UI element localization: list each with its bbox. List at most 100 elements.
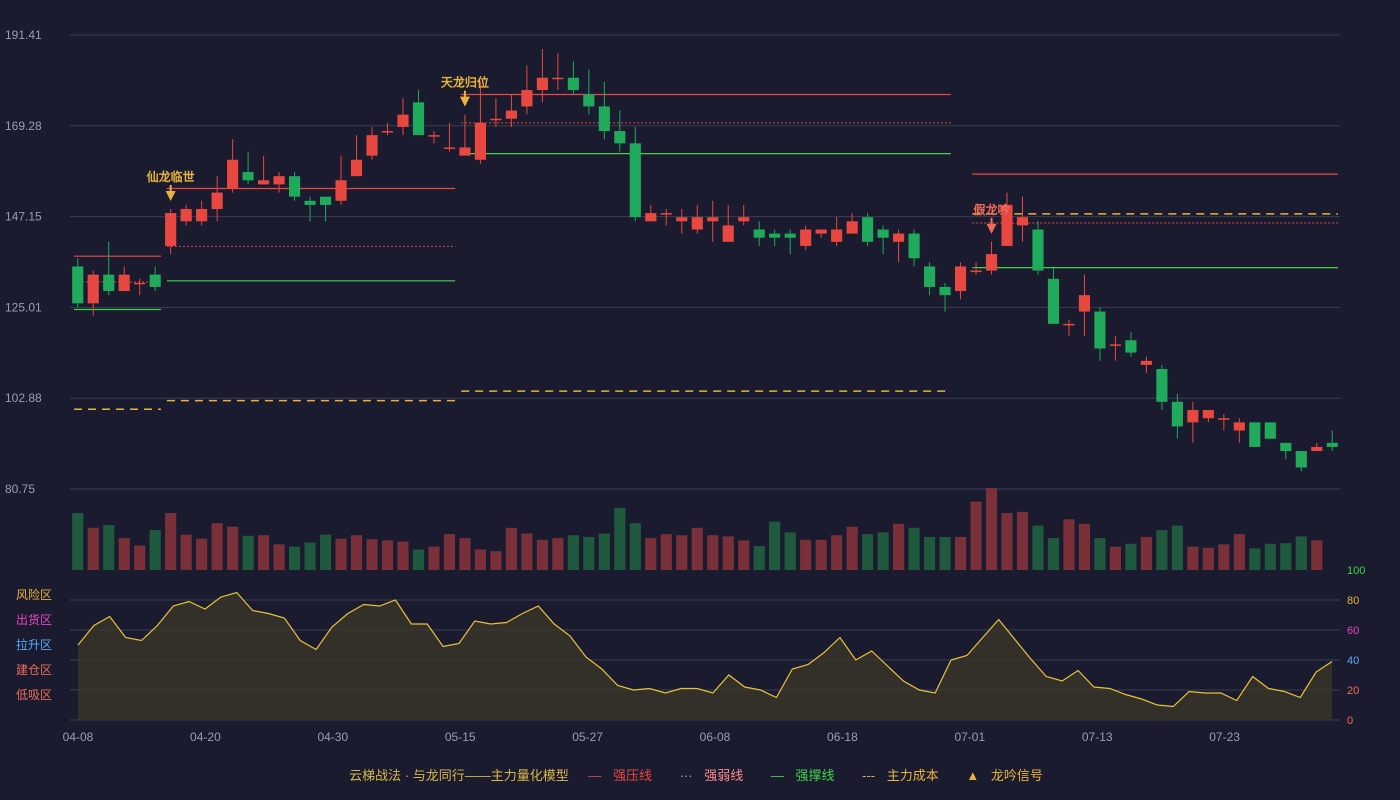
- legend-cost[interactable]: --- 主力成本: [862, 768, 939, 783]
- legend-weak[interactable]: ··· 强弱线: [679, 768, 744, 783]
- candle-body: [118, 274, 130, 292]
- candle-body: [366, 135, 378, 156]
- indicator-y-tick: 20: [1347, 685, 1359, 697]
- volume-bar: [103, 524, 115, 570]
- candle-body: [598, 106, 610, 132]
- volume-bar: [536, 539, 548, 570]
- candle-body: [165, 213, 177, 246]
- volume-bar: [939, 536, 951, 570]
- legend-support[interactable]: — 强撑线: [770, 768, 835, 783]
- y-tick-label: 125.01: [5, 300, 42, 314]
- volume-bar: [769, 521, 781, 570]
- volume-bar: [1218, 544, 1230, 570]
- volume-bar: [645, 538, 657, 570]
- candle-body: [1249, 422, 1261, 447]
- candle-body: [536, 77, 548, 91]
- candle-body: [1280, 442, 1292, 452]
- candle-body: [614, 131, 626, 144]
- legend-signal[interactable]: ▲ 龙吟信号: [966, 768, 1043, 783]
- candle-body: [1125, 340, 1137, 353]
- candle-body: [1218, 418, 1230, 420]
- chart-legend: 云梯战法 · 与龙同行——主力量化模型 — 强压线 ··· 强弱线 — 强撑线 …: [0, 765, 1400, 784]
- volume-bar: [474, 549, 487, 570]
- candle-body: [676, 217, 688, 222]
- volume-bar: [629, 523, 641, 570]
- volume-bar: [227, 526, 239, 570]
- candle-body: [1016, 217, 1029, 226]
- volume-bar: [1094, 538, 1106, 570]
- candle-body: [381, 131, 394, 133]
- candle-body: [784, 233, 796, 238]
- signal-label: 假龙吟: [974, 202, 1010, 217]
- volume-bar: [381, 540, 394, 570]
- volume-bar: [753, 546, 765, 570]
- candle-body: [227, 159, 239, 189]
- volume-bar: [1140, 536, 1152, 570]
- indicator-y-tick: 100: [1347, 565, 1365, 577]
- volume-bar: [1202, 547, 1214, 570]
- volume-bar: [1156, 530, 1168, 570]
- candle-body: [72, 266, 84, 304]
- x-tick-label: 04-30: [317, 730, 348, 744]
- candle-body: [893, 233, 905, 242]
- volume-bar: [831, 535, 843, 570]
- candle-body: [1063, 323, 1075, 326]
- volume-bar: [1249, 548, 1261, 570]
- volume-bar: [335, 538, 347, 570]
- indicator-area: [78, 592, 1332, 720]
- signal-arrow: [459, 96, 470, 107]
- indicator-y-tick: 80: [1347, 595, 1359, 607]
- volume-bar: [1016, 511, 1029, 570]
- candle-body: [490, 118, 502, 121]
- candle-body: [939, 286, 951, 296]
- volume-bar: [985, 488, 998, 570]
- volume-bar: [258, 535, 270, 570]
- candle-body: [862, 217, 874, 242]
- candle-body: [645, 213, 657, 222]
- indicator-y-tick: 60: [1347, 625, 1359, 637]
- volume-bar: [72, 513, 84, 570]
- candle-body: [800, 229, 812, 246]
- volume-bar: [350, 535, 363, 570]
- candle-body: [258, 180, 270, 185]
- volume-bar: [815, 539, 827, 570]
- volume-bar: [923, 536, 936, 570]
- zone-label: 低吸区: [16, 688, 52, 702]
- volume-bar: [319, 534, 332, 570]
- volume-bar: [428, 546, 440, 570]
- candle-body: [1264, 422, 1276, 439]
- x-tick-label: 07-13: [1082, 730, 1113, 744]
- candle-body: [521, 90, 533, 107]
- candle-body: [691, 217, 703, 230]
- candle-body: [552, 77, 564, 80]
- y-tick-label: 147.15: [5, 210, 42, 224]
- candle-body: [196, 208, 208, 222]
- candle-body: [629, 143, 641, 218]
- x-tick-label: 04-08: [63, 730, 94, 744]
- zone-label: 拉升区: [16, 637, 52, 652]
- y-tick-label: 191.41: [5, 28, 42, 42]
- candle-body: [397, 114, 409, 127]
- candle-body: [815, 229, 827, 234]
- candle-body: [1326, 442, 1338, 447]
- legend-resist[interactable]: — 强压线: [588, 768, 652, 783]
- candle-body: [1187, 410, 1199, 423]
- candle-body: [1295, 451, 1307, 468]
- volume-bar: [397, 541, 409, 570]
- indicator-y-tick: 40: [1347, 655, 1359, 667]
- volume-bar: [459, 538, 471, 570]
- volume-bar: [134, 545, 146, 570]
- volume-bar: [676, 535, 688, 570]
- candle-body: [242, 172, 254, 181]
- legend-title: 云梯战法 · 与龙同行——主力量化模型: [349, 768, 569, 783]
- candle-body: [970, 270, 982, 273]
- volume-bar: [180, 534, 192, 570]
- candle-body: [877, 229, 889, 238]
- candle-body: [660, 213, 672, 215]
- candle-body: [1078, 295, 1091, 312]
- volume-bar: [954, 536, 967, 570]
- x-tick-label: 07-23: [1209, 730, 1240, 744]
- candle-body: [288, 176, 301, 197]
- signal-arrow: [165, 190, 176, 201]
